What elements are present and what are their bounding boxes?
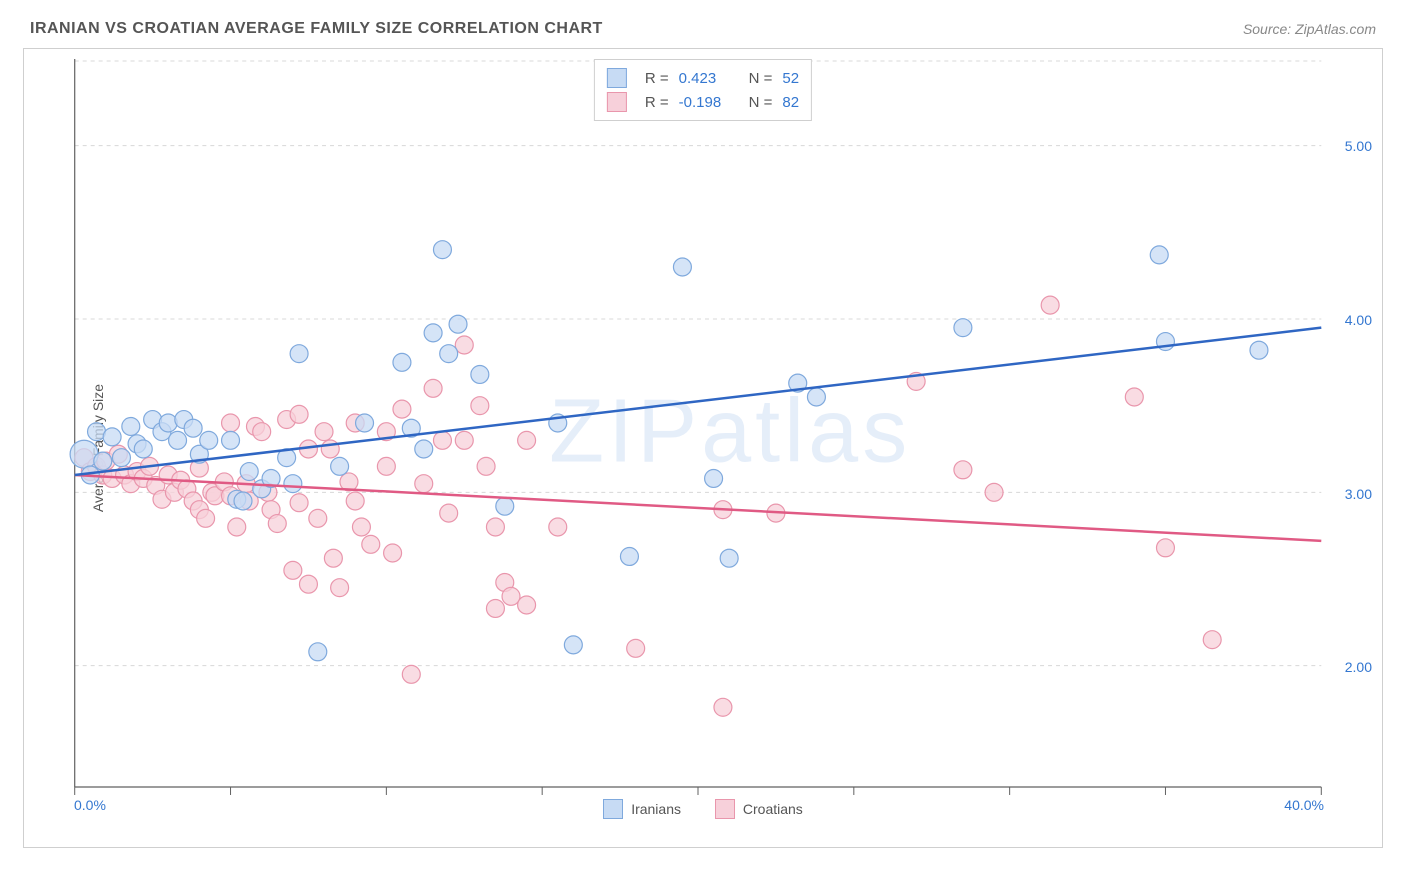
legend-label-croatians: Croatians — [743, 801, 803, 817]
chart-source: Source: ZipAtlas.com — [1243, 21, 1376, 37]
legend-item-croatians: Croatians — [715, 799, 803, 819]
stats-N-croatians: 82 — [782, 94, 799, 111]
legend-label-iranians: Iranians — [631, 801, 681, 817]
legend-swatch-croatians — [715, 799, 735, 819]
stats-N-label: N = — [749, 94, 773, 111]
chart-frame: Average Family Size R = 0.423 N = 52 R =… — [23, 48, 1383, 848]
stats-row-croatians: R = -0.198 N = 82 — [607, 90, 799, 114]
stats-R-iranians: 0.423 — [679, 70, 739, 87]
y-tick-labels: 2.00 3.00 4.00 5.00 — [1327, 59, 1372, 787]
chart-svg — [74, 59, 1322, 787]
y-tick-label: 2.00 — [1345, 659, 1372, 675]
title-row: IRANIAN VS CROATIAN AVERAGE FAMILY SIZE … — [20, 20, 1386, 48]
bottom-legend: Iranians Croatians — [24, 799, 1382, 822]
chart-container: IRANIAN VS CROATIAN AVERAGE FAMILY SIZE … — [0, 0, 1406, 892]
stats-N-label: N = — [749, 70, 773, 87]
chart-title: IRANIAN VS CROATIAN AVERAGE FAMILY SIZE … — [30, 20, 603, 38]
stats-R-label: R = — [645, 94, 669, 111]
stats-R-label: R = — [645, 70, 669, 87]
stats-row-iranians: R = 0.423 N = 52 — [607, 66, 799, 90]
legend-item-iranians: Iranians — [603, 799, 681, 819]
stats-swatch-iranians — [607, 68, 627, 88]
stats-swatch-croatians — [607, 92, 627, 112]
y-tick-label: 5.00 — [1345, 138, 1372, 154]
stats-N-iranians: 52 — [782, 70, 799, 87]
y-tick-label: 4.00 — [1345, 312, 1372, 328]
y-tick-label: 3.00 — [1345, 486, 1372, 502]
legend-swatch-iranians — [603, 799, 623, 819]
plot-area — [74, 59, 1322, 787]
correlation-stats-box: R = 0.423 N = 52 R = -0.198 N = 82 — [594, 59, 812, 121]
stats-R-croatians: -0.198 — [679, 94, 739, 111]
